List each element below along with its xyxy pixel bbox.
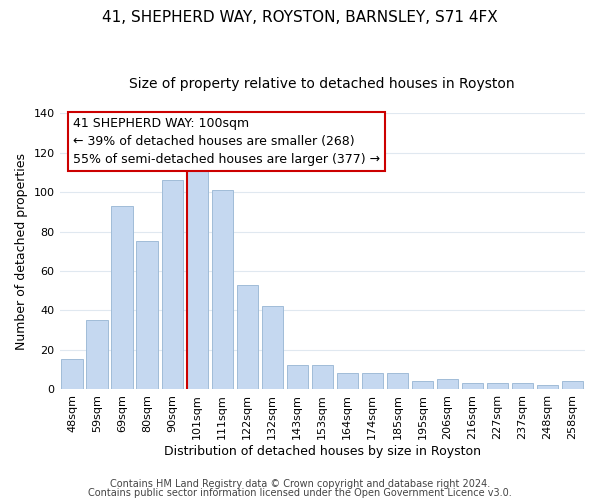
Bar	[287, 366, 308, 389]
Bar	[387, 373, 408, 389]
Bar	[86, 320, 108, 389]
Bar	[362, 373, 383, 389]
Bar	[337, 373, 358, 389]
Y-axis label: Number of detached properties: Number of detached properties	[15, 152, 28, 350]
Bar	[236, 284, 258, 389]
Bar	[412, 381, 433, 389]
Bar	[562, 381, 583, 389]
Text: Contains HM Land Registry data © Crown copyright and database right 2024.: Contains HM Land Registry data © Crown c…	[110, 479, 490, 489]
Bar	[161, 180, 183, 389]
Bar	[311, 366, 333, 389]
Bar	[136, 242, 158, 389]
X-axis label: Distribution of detached houses by size in Royston: Distribution of detached houses by size …	[164, 444, 481, 458]
Bar	[512, 383, 533, 389]
Bar	[437, 379, 458, 389]
Text: 41 SHEPHERD WAY: 100sqm
← 39% of detached houses are smaller (268)
55% of semi-d: 41 SHEPHERD WAY: 100sqm ← 39% of detache…	[73, 118, 380, 166]
Bar	[61, 360, 83, 389]
Bar	[262, 306, 283, 389]
Bar	[112, 206, 133, 389]
Title: Size of property relative to detached houses in Royston: Size of property relative to detached ho…	[130, 78, 515, 92]
Bar	[487, 383, 508, 389]
Text: 41, SHEPHERD WAY, ROYSTON, BARNSLEY, S71 4FX: 41, SHEPHERD WAY, ROYSTON, BARNSLEY, S71…	[102, 10, 498, 25]
Bar	[212, 190, 233, 389]
Text: Contains public sector information licensed under the Open Government Licence v3: Contains public sector information licen…	[88, 488, 512, 498]
Bar	[187, 166, 208, 389]
Bar	[462, 383, 483, 389]
Bar	[537, 385, 558, 389]
